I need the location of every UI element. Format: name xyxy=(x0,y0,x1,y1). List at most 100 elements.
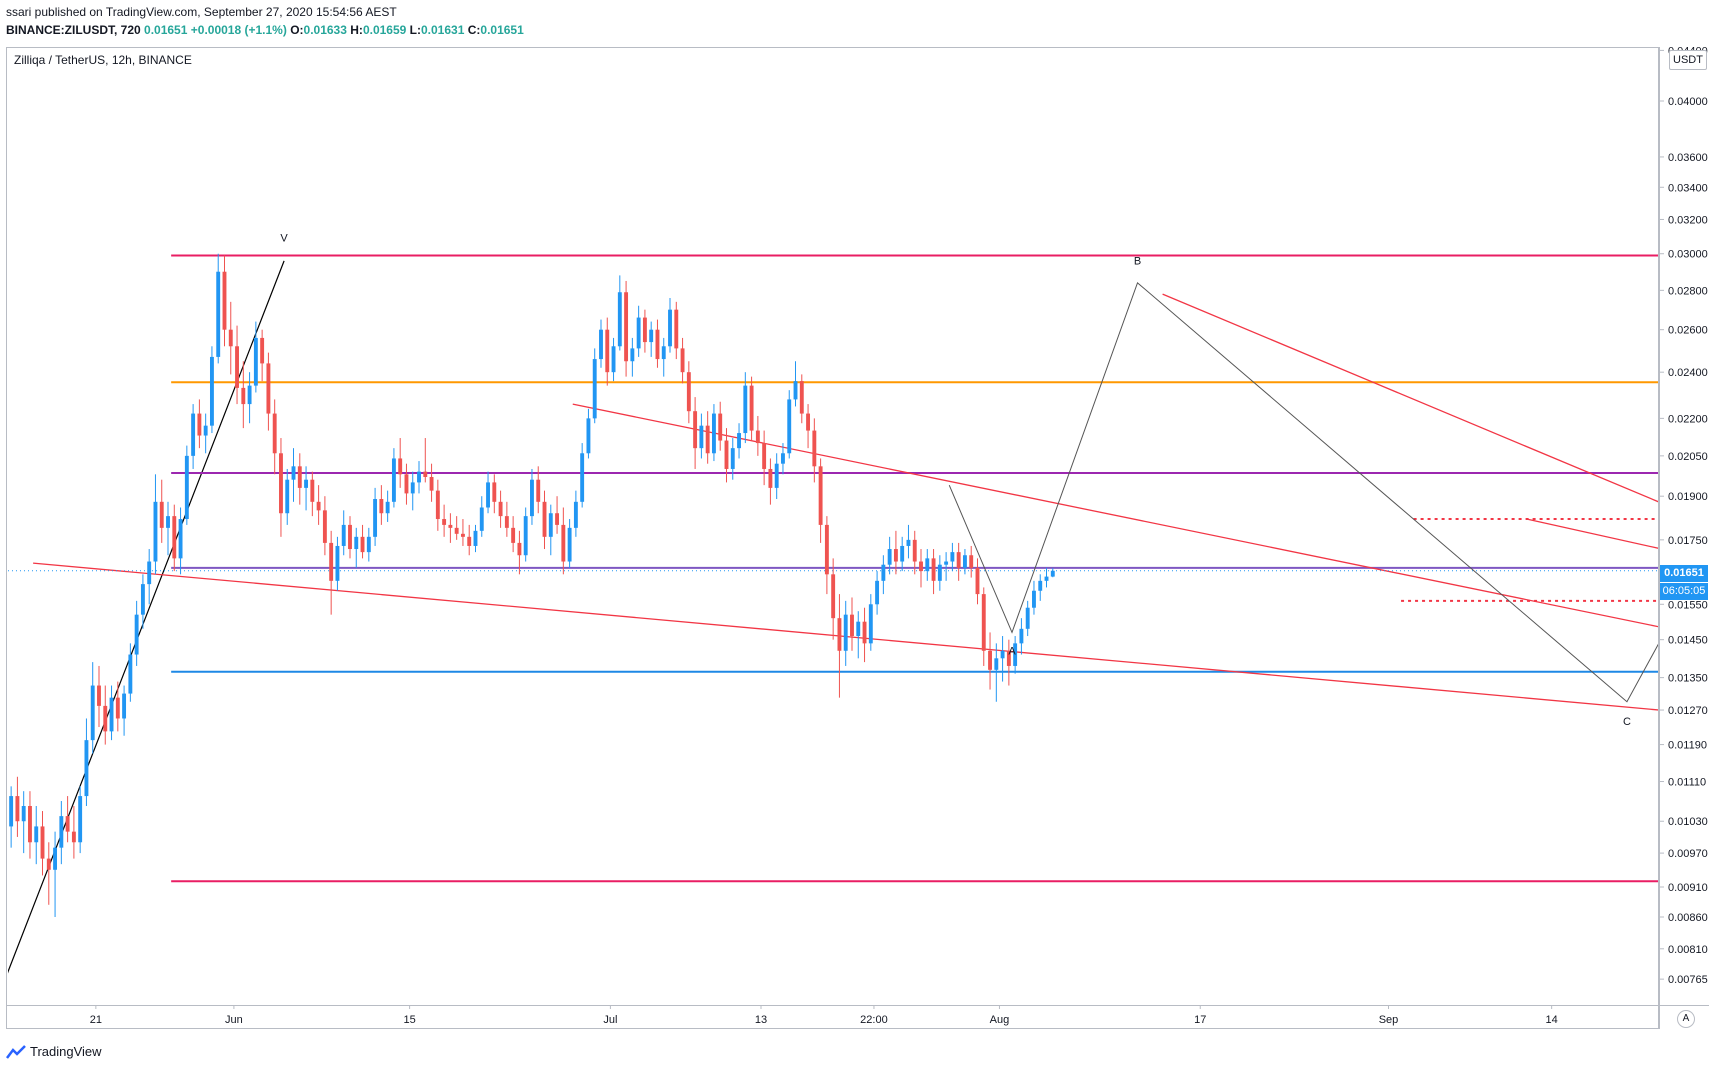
candle-body xyxy=(637,318,641,349)
candle-body xyxy=(455,528,459,534)
price-tick-label: 0.02200 xyxy=(1668,413,1708,425)
candle-body xyxy=(900,546,904,562)
candle-body xyxy=(674,310,678,349)
candle-body xyxy=(103,706,107,731)
time-tick-label: 17 xyxy=(1194,1014,1206,1026)
price-tick-label: 0.00910 xyxy=(1668,882,1708,894)
candle-body xyxy=(166,516,170,528)
wave-pattern xyxy=(949,283,1729,702)
time-tick-label: Aug xyxy=(990,1014,1010,1026)
candle-body xyxy=(568,528,572,562)
candle-body xyxy=(612,346,616,372)
candle-body xyxy=(875,581,879,604)
bar-countdown-label: 06:05:05 xyxy=(1660,583,1708,600)
candle-body xyxy=(781,453,785,463)
candle-body xyxy=(737,433,741,448)
candle-body xyxy=(555,513,559,525)
candle-body xyxy=(768,469,772,488)
price-tick-label: 0.01550 xyxy=(1668,599,1708,611)
candle-body xyxy=(624,292,628,361)
candle-body xyxy=(216,272,220,357)
candle-body xyxy=(944,562,948,565)
candle-body xyxy=(348,525,352,549)
price-chart[interactable]: [z / chart ]0.044000.040000.036000.03400… xyxy=(0,0,1729,1071)
candle-body xyxy=(706,426,710,454)
candle-body xyxy=(907,540,911,546)
candle-body xyxy=(285,480,289,514)
candle-body xyxy=(110,698,114,732)
candle-body xyxy=(448,525,452,528)
candle-body xyxy=(524,516,528,555)
candle-body xyxy=(787,399,791,453)
candle-body xyxy=(963,555,967,568)
candle-body xyxy=(881,565,885,581)
candle-body xyxy=(536,480,540,502)
candle-body xyxy=(806,414,810,431)
candle-body xyxy=(775,464,779,488)
candle-body xyxy=(492,482,496,501)
candle-body xyxy=(160,502,164,528)
price-tick-label: 0.00860 xyxy=(1668,912,1708,924)
wave-label: B xyxy=(1134,255,1141,267)
candle-body xyxy=(22,806,26,821)
price-tick-label: 0.03400 xyxy=(1668,182,1708,194)
candle-body xyxy=(499,502,503,516)
candle-body xyxy=(41,826,45,858)
candle-body xyxy=(693,411,697,448)
candle-body xyxy=(474,531,478,546)
price-tick-label: 0.00810 xyxy=(1668,944,1708,956)
candle-body xyxy=(869,604,873,643)
candle-body xyxy=(298,466,302,488)
candle-body xyxy=(712,414,716,454)
candle-body xyxy=(505,516,509,528)
candle-body xyxy=(310,480,314,502)
price-tick-label: 0.03600 xyxy=(1668,152,1708,164)
candle-body xyxy=(480,507,484,530)
candle-body xyxy=(279,453,283,513)
candle-body xyxy=(392,458,396,501)
candle-body xyxy=(850,615,854,636)
candle-body xyxy=(800,381,804,413)
candle-body xyxy=(430,477,434,491)
candle-body xyxy=(988,651,992,670)
candle-body xyxy=(950,552,954,561)
candle-body xyxy=(750,386,754,431)
price-tick-label: 0.04000 xyxy=(1668,96,1708,108)
tradingview-branding[interactable]: TradingView xyxy=(6,1044,102,1059)
candle-body xyxy=(210,357,214,426)
auto-scale-button[interactable]: A xyxy=(1677,1010,1695,1028)
candle-body xyxy=(831,574,835,618)
candle-body xyxy=(72,832,76,843)
candle-body xyxy=(342,525,346,546)
candle-body xyxy=(756,431,760,443)
candle-body xyxy=(317,502,321,511)
candle-body xyxy=(819,466,823,525)
candle-body xyxy=(335,546,339,581)
trend-line xyxy=(1163,294,1729,693)
candle-body xyxy=(97,686,101,706)
price-tick-label: 0.03000 xyxy=(1668,249,1708,261)
candle-body xyxy=(59,816,63,848)
candle-body xyxy=(53,848,57,870)
candle-body xyxy=(932,558,936,580)
time-tick-label: 22:00 xyxy=(860,1014,888,1026)
currency-badge[interactable]: USDT xyxy=(1669,50,1707,70)
price-tick-label: 0.00765 xyxy=(1668,974,1708,986)
candle-body xyxy=(762,443,766,469)
time-tick-label: 21 xyxy=(90,1014,102,1026)
candle-body xyxy=(1038,581,1042,591)
current-price-label: 0.01651 xyxy=(1660,565,1708,582)
candle-body xyxy=(266,363,270,413)
plot-area: [z / chart ] xyxy=(0,254,1729,1004)
candle-body xyxy=(260,338,264,363)
candle-body xyxy=(47,859,51,870)
candle-body xyxy=(229,330,233,347)
impulse-line xyxy=(0,261,284,1004)
candle-body xyxy=(699,426,703,448)
candle-body xyxy=(361,537,365,552)
candle-body xyxy=(888,549,892,565)
time-tick-label: Jun xyxy=(225,1014,243,1026)
price-tick-label: 0.01450 xyxy=(1668,635,1708,647)
candle-body xyxy=(292,466,296,479)
candle-body xyxy=(185,456,189,519)
